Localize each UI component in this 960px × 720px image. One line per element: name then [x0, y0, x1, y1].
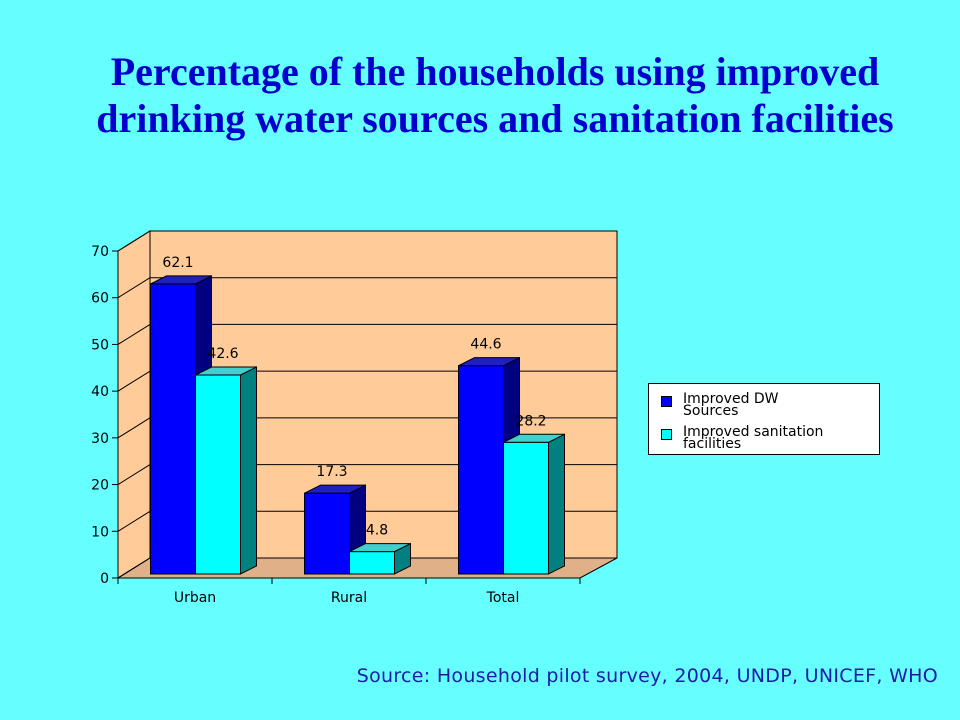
- gridline-side: [117, 557, 151, 579]
- gridline-side: [117, 510, 151, 532]
- title-line-2: drinking water sources and sanitation fa…: [96, 96, 894, 141]
- legend-label-series2-line1: Improved sanitation: [683, 424, 824, 440]
- bar-front: [503, 441, 549, 575]
- legend-swatch-series2: [661, 429, 672, 440]
- x-tick-label: Rural: [331, 590, 367, 606]
- bar-top: [503, 433, 565, 443]
- bar-front: [150, 283, 196, 575]
- bar-top: [195, 366, 257, 376]
- gridline-side: [117, 370, 151, 392]
- bar-side: [548, 433, 565, 575]
- bar-top: [304, 484, 366, 494]
- data-label: 62.1: [162, 255, 193, 271]
- y-tick-label: 30: [91, 431, 109, 447]
- bar-top: [458, 357, 520, 367]
- y-tick-label: 10: [91, 524, 109, 540]
- gridline-side: [117, 324, 151, 345]
- bar-front: [195, 374, 241, 575]
- source-note: Source: Household pilot survey, 2004, UN…: [356, 665, 938, 687]
- y-tick-label: 60: [91, 291, 109, 307]
- title-line-1: Percentage of the households using impro…: [110, 49, 880, 94]
- legend-label-series2-line2: facilities: [683, 436, 742, 452]
- data-label: 17.3: [316, 464, 347, 480]
- gridline-side: [117, 277, 151, 299]
- x-tick-label: Urban: [174, 590, 216, 606]
- y-tick-label: 70: [91, 244, 109, 260]
- data-label: 42.6: [207, 346, 238, 362]
- y-tick-label: 20: [91, 478, 109, 494]
- gridline-side: [117, 230, 151, 252]
- legend-label-series1-line2: Sources: [683, 403, 739, 419]
- bar-front: [304, 492, 350, 575]
- y-tick-label: 50: [91, 337, 109, 353]
- data-label: 44.6: [470, 337, 501, 353]
- legend-label-series1-line1: Improved DW: [683, 391, 779, 407]
- gridline-side: [117, 417, 151, 439]
- slide-title: Percentage of the households using impro…: [0, 48, 960, 142]
- data-label: 4.8: [366, 523, 388, 539]
- chart-legend: Improved DW Sources Improved sanitation …: [648, 383, 880, 455]
- bar-front: [458, 365, 504, 575]
- legend-swatch-series1: [661, 396, 672, 407]
- bar-front: [349, 551, 395, 575]
- bar-top: [349, 543, 411, 553]
- bar-side: [240, 366, 257, 575]
- y-tick-label: 40: [91, 384, 109, 400]
- data-label: 28.2: [515, 413, 546, 429]
- bar-top: [150, 275, 212, 285]
- x-tick-label: Total: [486, 590, 520, 606]
- gridline-side: [117, 464, 151, 485]
- y-tick-label: 0: [100, 571, 109, 587]
- plot-side-wall: [117, 230, 151, 579]
